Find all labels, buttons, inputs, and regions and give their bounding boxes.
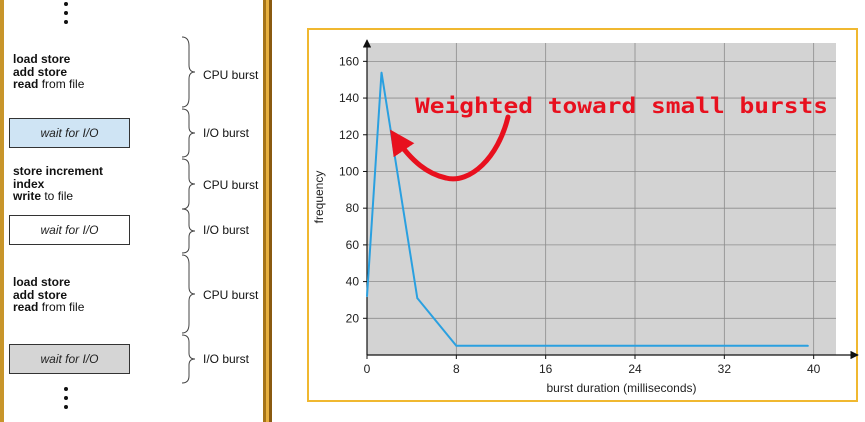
axes	[362, 39, 859, 360]
y-tick-label-20: 20	[346, 311, 360, 325]
io-burst-label-2: I/O burst	[203, 223, 250, 237]
y-tick-label-160: 160	[339, 54, 359, 68]
frame-left-edge	[0, 0, 4, 422]
x-tick-label-0: 0	[364, 362, 371, 376]
series-point-0-4	[807, 345, 809, 347]
io-wait-box-3: wait for I/O	[9, 344, 130, 374]
cpu-io-burst-diagram: load store add store read from file CPU …	[0, 0, 272, 422]
y-tick-label-100: 100	[339, 164, 359, 178]
brace-cpu-3	[181, 254, 196, 334]
series-point-0-1	[380, 71, 383, 74]
tick-labels: 20 40 60 80 100 120 140 160 0 8 16 24 32 40	[339, 54, 821, 376]
continuation-dots-bottom	[62, 387, 70, 414]
io-wait-box-2: wait for I/O	[9, 215, 130, 245]
series-point-0-2	[416, 297, 419, 299]
cpu-burst-label-2: CPU burst	[203, 178, 259, 192]
x-tick-label-8: 8	[453, 362, 460, 376]
y-axis-label: frequency	[312, 171, 326, 224]
continuation-dots-top	[62, 2, 70, 29]
io-wait-box-1: wait for I/O	[9, 118, 130, 148]
annotation-arrow	[389, 114, 511, 182]
brace-io-3	[181, 334, 196, 384]
cpu-instructions-2: store increment index write to file	[13, 164, 104, 203]
y-tick-label-40: 40	[346, 275, 360, 289]
cpu-instructions-3: load store add store read from file	[13, 275, 85, 314]
series-group	[366, 71, 809, 347]
cpu-burst-label-1: CPU burst	[203, 68, 259, 82]
brace-cpu-2	[181, 158, 196, 210]
y-tick-label-60: 60	[346, 238, 360, 252]
io-burst-label-1: I/O burst	[203, 126, 250, 140]
brace-io-2	[181, 208, 196, 254]
x-axis-label: burst duration (milliseconds)	[546, 381, 696, 395]
series-point-0-0	[366, 295, 368, 298]
series-point-0-3	[455, 345, 458, 347]
y-tick-label-140: 140	[339, 91, 359, 105]
annotation-text: Weighted toward small bursts	[415, 94, 828, 118]
frame-right-edge	[263, 0, 272, 422]
x-tick-label-40: 40	[807, 362, 821, 376]
cpu-instructions-1: load store add store read from file	[13, 52, 85, 91]
io-burst-label-3: I/O burst	[203, 352, 250, 366]
brace-cpu-1	[181, 36, 196, 108]
brace-io-1	[181, 108, 196, 158]
x-tick-label-32: 32	[718, 362, 732, 376]
y-tick-label-80: 80	[346, 201, 360, 215]
cpu-burst-label-3: CPU burst	[203, 288, 259, 302]
grid-lines	[367, 43, 836, 355]
x-tick-label-16: 16	[539, 362, 553, 376]
x-tick-label-24: 24	[628, 362, 642, 376]
plot-area	[367, 43, 836, 355]
y-tick-label-120: 120	[339, 128, 359, 142]
